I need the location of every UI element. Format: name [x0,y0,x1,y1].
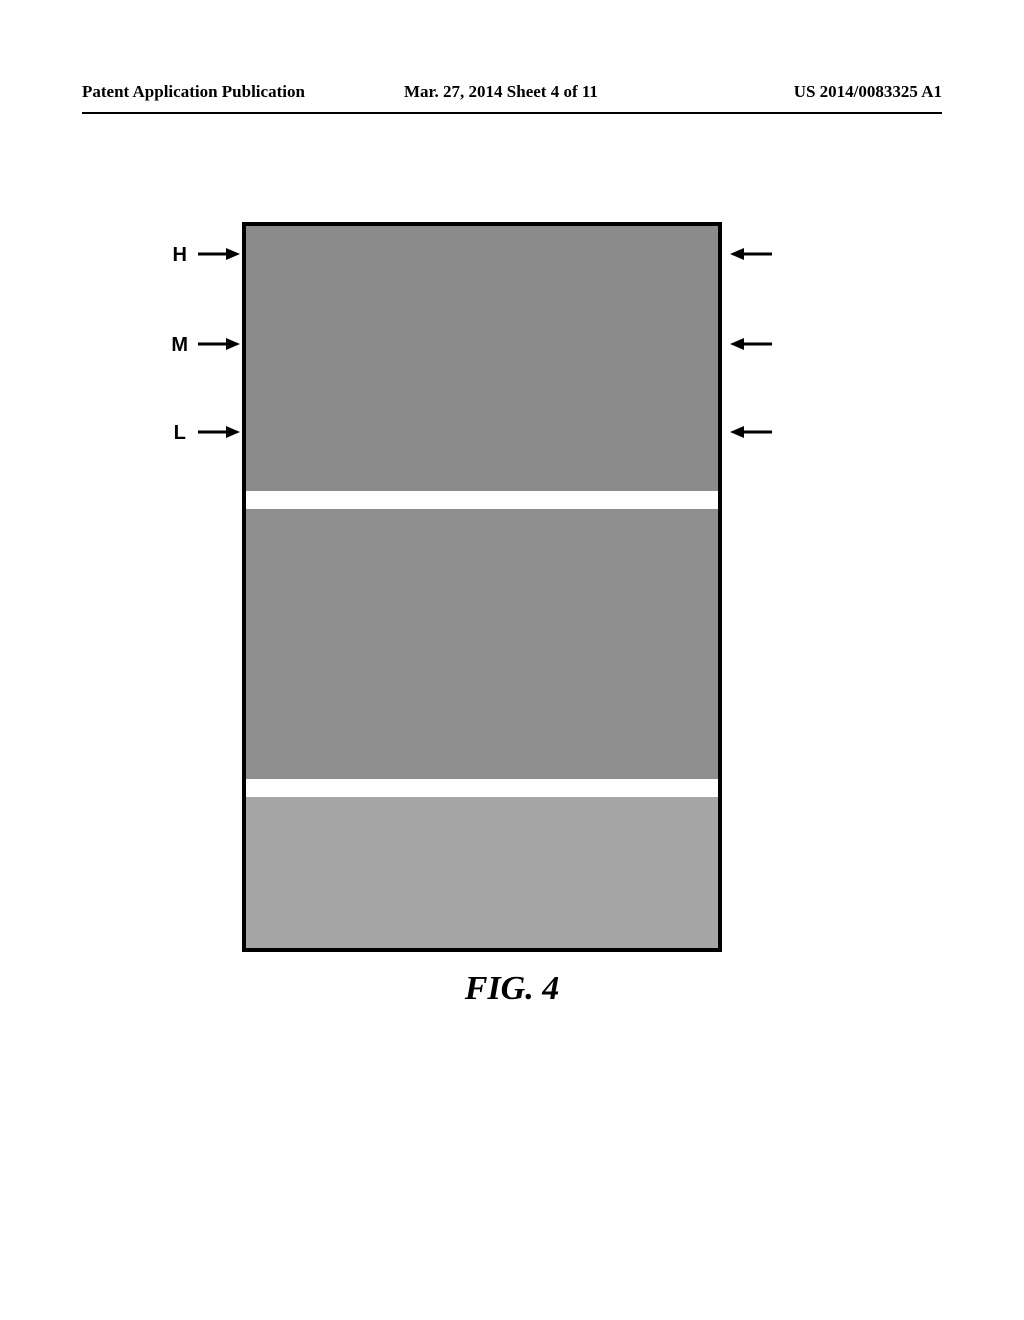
gap-2 [246,779,718,797]
marker-label-l: L [168,422,192,445]
marker-label-h: H [168,244,192,267]
marker-label-m: M [168,334,192,357]
figure-caption: FIG. 4 [82,970,942,1008]
header-left: Patent Application Publication [82,82,305,102]
patent-page: Patent Application Publication Mar. 27, … [82,62,942,1252]
marker-arrow-left-h [196,246,240,262]
marker-arrow-right-h [730,246,774,262]
bottom-band [246,797,718,952]
page-header: Patent Application Publication Mar. 27, … [82,82,942,106]
header-rule [82,112,942,114]
marker-arrow-right-m [730,336,774,352]
header-right: US 2014/0083325 A1 [794,82,942,102]
marker-arrow-left-l [196,424,240,440]
figure-panel [242,222,722,952]
figure-4: H M L FIG. 4 [82,222,942,1222]
header-mid: Mar. 27, 2014 Sheet 4 of 11 [404,82,598,102]
top-band [246,226,718,491]
gap-1 [246,491,718,509]
marker-arrow-left-m [196,336,240,352]
marker-arrow-right-l [730,424,774,440]
middle-band [246,509,718,779]
